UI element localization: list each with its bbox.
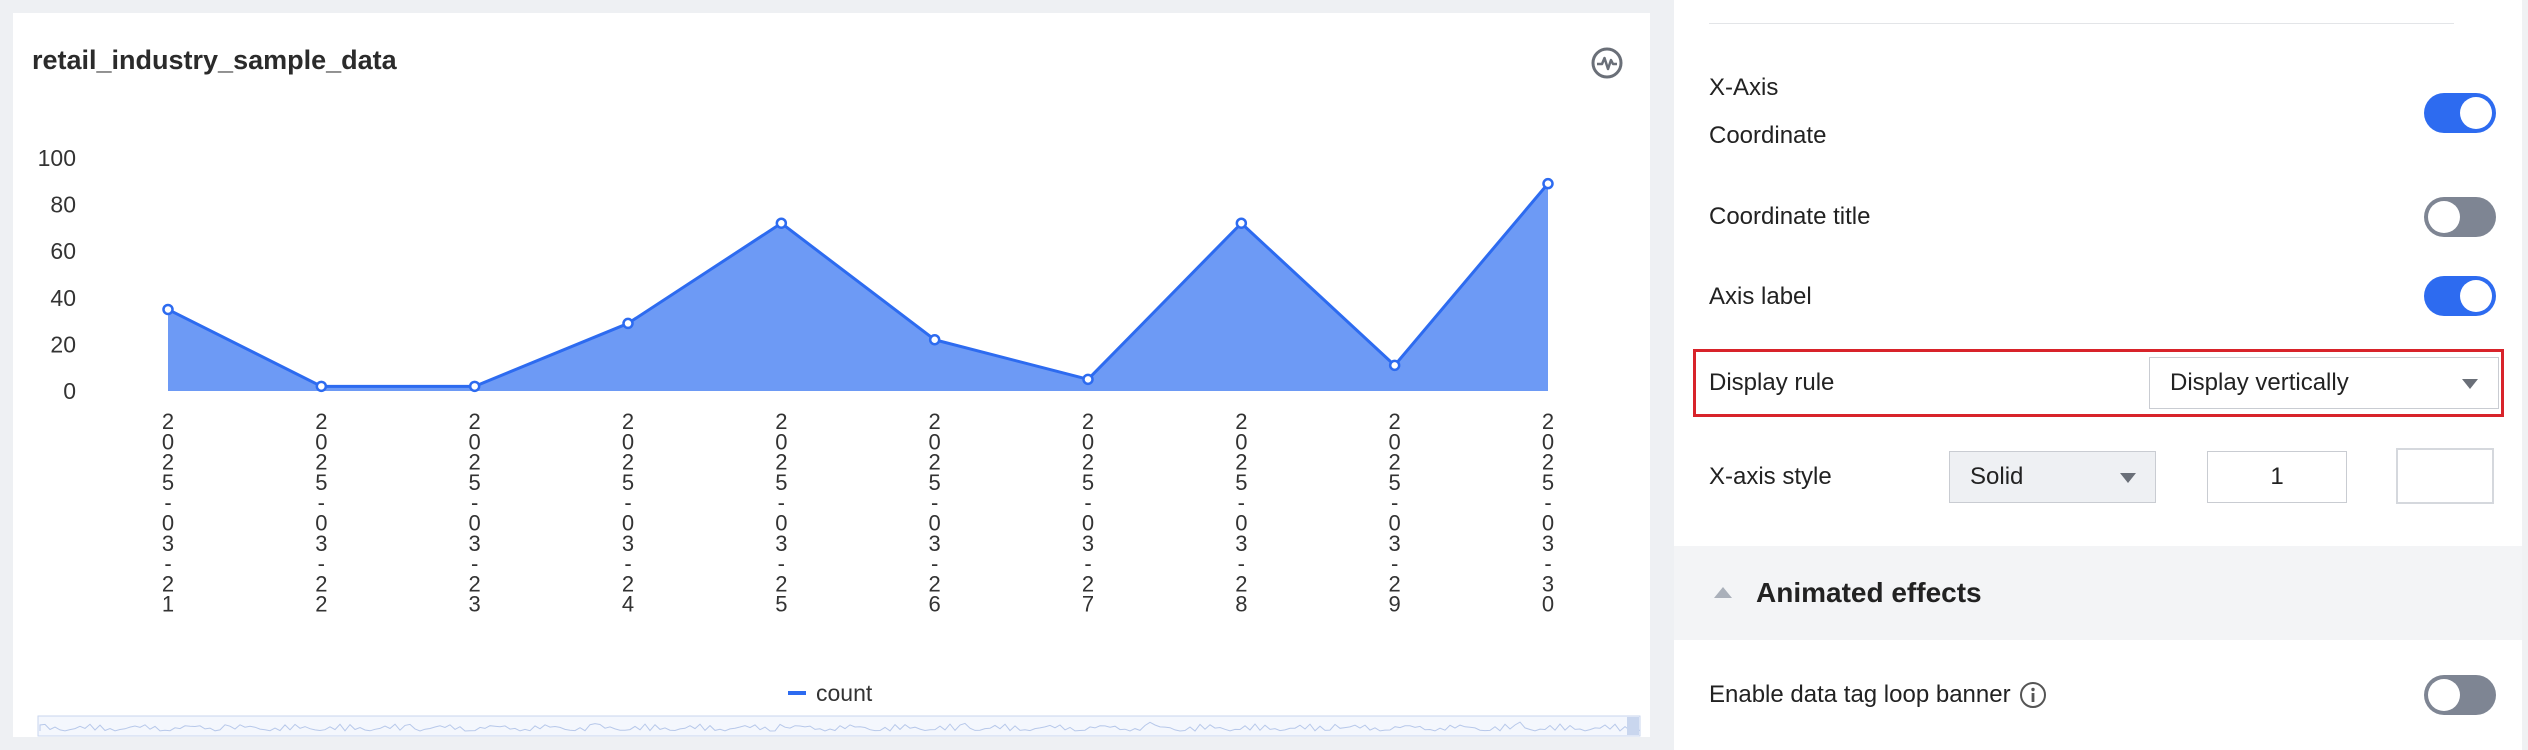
x-axis-width-input[interactable]: 1 xyxy=(2207,451,2347,503)
x-tick-label: 2 0 2 5 -0 3 -2 6 xyxy=(929,409,941,617)
series-line xyxy=(167,182,1550,388)
chart-card: retail_industry_sample_data 0 20 40 60 80 100… xyxy=(13,13,1650,737)
coordinate-title-toggle[interactable] xyxy=(2424,197,2496,237)
section-divider xyxy=(1709,23,2454,24)
y-tick-label: 80 xyxy=(50,192,76,218)
x-tick-label: 2 0 2 5 -0 3 -2 8 xyxy=(1235,409,1247,617)
x-tick-label: 2 0 2 5 -0 3 -2 5 xyxy=(775,409,787,617)
x-tick-label: 2 0 2 5 -0 3 -2 3 xyxy=(469,409,481,617)
x-axis-coordinate-toggle[interactable] xyxy=(2424,93,2496,133)
x-tick-label: 2 0 2 5 -0 3 -2 7 xyxy=(1082,409,1094,617)
pulse-icon[interactable] xyxy=(1590,46,1624,80)
chevron-down-icon xyxy=(2462,379,2478,389)
info-icon[interactable] xyxy=(2019,681,2047,709)
y-tick-label: 40 xyxy=(50,285,76,311)
y-tick-label: 0 xyxy=(63,378,76,404)
x-tick-label: 2 0 2 5 -0 3 -2 9 xyxy=(1389,409,1401,617)
settings-panel: X-Axis Coordinate Coordinate title Axis … xyxy=(1674,0,2528,750)
display-rule-select[interactable]: Display vertically xyxy=(2149,357,2499,409)
data-point xyxy=(1542,177,1554,190)
data-point xyxy=(775,217,788,229)
toggle-knob xyxy=(2428,201,2460,233)
x-tick-label: 2 0 2 5 -0 3 -2 1 xyxy=(162,409,174,617)
scrollbar-track[interactable] xyxy=(2522,0,2528,750)
display-rule-highlight: Display rule Display vertically xyxy=(1693,349,2504,417)
data-zoom-handle xyxy=(1627,717,1639,735)
display-rule-label: Display rule xyxy=(1709,369,1835,396)
coordinate-title-label: Coordinate title xyxy=(1709,203,1871,230)
x-tick-label: 2 0 2 5 -0 3 -2 4 xyxy=(622,409,634,617)
collapse-caret-icon xyxy=(1714,587,1732,598)
animated-effects-header[interactable]: Animated effects xyxy=(1674,546,2528,640)
animated-effects-title: Animated effects xyxy=(1756,577,1982,608)
data-point xyxy=(162,303,174,316)
x-axis-style-select[interactable]: Solid xyxy=(1949,451,2156,503)
x-axis-style-label: X-axis style xyxy=(1709,463,1832,490)
axis-label-toggle[interactable] xyxy=(2424,276,2496,316)
x-tick-label: 2 0 2 5 -0 3 -3 0 xyxy=(1542,409,1554,617)
data-zoom-sparkline xyxy=(39,721,1641,732)
x-axis-label-line2: Coordinate xyxy=(1709,122,1827,149)
data-point xyxy=(928,333,941,346)
x-tick-label: 2 0 2 5 -0 3 -2 2 xyxy=(315,409,327,617)
data-point xyxy=(1388,359,1401,372)
data-point xyxy=(468,380,481,393)
y-tick-label: 20 xyxy=(50,331,76,357)
series-area xyxy=(168,183,1548,391)
x-axis-label-line1: X-Axis xyxy=(1709,74,1779,101)
display-rule-value: Display vertically xyxy=(2170,369,2349,396)
y-tick-label: 100 xyxy=(38,145,76,171)
loop-banner-toggle[interactable] xyxy=(2424,675,2496,715)
x-axis-style-value: Solid xyxy=(1970,463,2024,490)
data-point xyxy=(1235,217,1248,229)
toggle-knob xyxy=(2460,97,2492,129)
x-axis-color-picker[interactable] xyxy=(2396,448,2494,504)
data-point xyxy=(315,380,328,393)
legend-label: count xyxy=(816,680,873,706)
loop-banner-label: Enable data tag loop banner xyxy=(1709,681,2011,708)
area-chart: 0 20 40 60 80 100 2 0 2 5 -0 3 -2 1 2 0 2 5 -0 3 -2 2 2 0 2 5 -0 3-… xyxy=(37,145,1641,737)
data-point xyxy=(622,317,634,330)
toggle-knob xyxy=(2428,679,2460,711)
chevron-down-icon xyxy=(2120,473,2136,483)
y-tick-label: 60 xyxy=(50,238,76,264)
chart-title: retail_industry_sample_data xyxy=(32,45,397,75)
axis-label-label: Axis label xyxy=(1709,283,1812,310)
data-point xyxy=(1082,373,1094,386)
toggle-knob xyxy=(2460,280,2492,312)
